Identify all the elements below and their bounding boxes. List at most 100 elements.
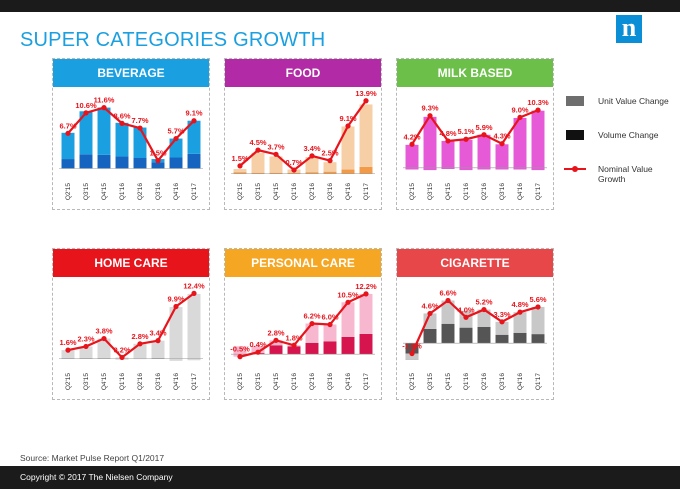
unit-value-bar bbox=[187, 293, 201, 361]
x-tick-label: Q1'17 bbox=[535, 373, 542, 391]
unit-value-bar bbox=[495, 321, 509, 335]
x-tick-label: Q1'16 bbox=[463, 373, 470, 391]
growth-point bbox=[173, 303, 179, 310]
data-label: 2.8% bbox=[131, 332, 148, 341]
data-label: 3.3% bbox=[493, 310, 510, 319]
growth-point bbox=[517, 114, 523, 120]
unit-value-bar bbox=[97, 107, 111, 155]
data-label: 9.9% bbox=[167, 295, 184, 304]
x-tick-label: Q1'17 bbox=[191, 373, 198, 391]
data-label: 12.2% bbox=[355, 282, 377, 291]
growth-point bbox=[327, 158, 333, 164]
source-note: Source: Market Pulse Report Q1/2017 bbox=[20, 453, 165, 463]
legend-label: Nominal Value Growth bbox=[598, 164, 653, 184]
data-label: 4.2% bbox=[403, 132, 420, 141]
volume-bar bbox=[133, 158, 147, 169]
unit-value-bar bbox=[423, 313, 437, 329]
unit-value-bar bbox=[423, 116, 437, 171]
x-tick-label: Q2'15 bbox=[65, 373, 72, 391]
growth-point bbox=[309, 320, 315, 327]
unit-value-bar bbox=[251, 152, 265, 173]
unit-value-bar bbox=[477, 309, 491, 327]
data-label: 7.7% bbox=[131, 116, 148, 125]
growth-point bbox=[65, 347, 71, 353]
x-tick-label: Q3'16 bbox=[155, 183, 162, 201]
volume-bar bbox=[323, 341, 337, 355]
volume-bar bbox=[187, 153, 201, 169]
growth-point bbox=[363, 98, 369, 104]
x-tick-label: Q4'15 bbox=[101, 183, 108, 201]
growth-point bbox=[309, 153, 315, 159]
unit-value-bar bbox=[513, 312, 527, 333]
volume-bar bbox=[269, 345, 283, 355]
x-tick-label: Q1'16 bbox=[291, 373, 298, 391]
chart-title: PERSONAL CARE bbox=[225, 249, 381, 277]
data-label: 11.6% bbox=[94, 96, 115, 105]
chart-title: FOOD bbox=[225, 59, 381, 87]
unit-value-bar bbox=[405, 144, 419, 170]
data-label: 5.1% bbox=[457, 127, 474, 136]
volume-bar bbox=[97, 154, 111, 169]
unit-value-bar bbox=[359, 293, 373, 334]
data-label: 3.7% bbox=[267, 142, 284, 151]
x-tick-label: Q3'16 bbox=[499, 373, 506, 391]
data-label: 0.7% bbox=[285, 158, 302, 167]
volume-bar bbox=[359, 333, 373, 355]
data-label: 0.2% bbox=[113, 345, 130, 354]
unit-value-bar bbox=[305, 323, 319, 343]
x-tick-label: Q4'15 bbox=[445, 373, 452, 391]
data-label: 6.7% bbox=[59, 121, 76, 130]
data-label: 9.1% bbox=[185, 109, 202, 118]
page-title: SUPER CATEGORIES GROWTH bbox=[20, 29, 326, 51]
unit-value-bar bbox=[513, 117, 527, 170]
chart-title: BEVERAGE bbox=[53, 59, 209, 87]
chart-panel-home-care: HOME CARE Q2'15 Q3'15 Q4'15 Q1'16 Q2'16 Q3'16… bbox=[52, 248, 210, 400]
nominal-growth-line bbox=[67, 106, 195, 163]
chart-svg: Q2'15 Q3'15 Q4'15 Q1'16 Q2'16 Q3'16 Q4'16 Q1'17… bbox=[402, 289, 547, 391]
data-label: -0.5% bbox=[230, 345, 250, 354]
x-tick-label: Q2'16 bbox=[309, 183, 316, 201]
unit-value-bar bbox=[495, 144, 509, 170]
data-label: 3.4% bbox=[149, 329, 166, 338]
growth-point bbox=[237, 354, 243, 360]
growth-point bbox=[291, 167, 297, 173]
chart-title: HOME CARE bbox=[53, 249, 209, 277]
x-tick-label: Q4'16 bbox=[173, 373, 180, 391]
x-tick-label: Q4'15 bbox=[273, 373, 280, 391]
chart-title: CIGARETTE bbox=[397, 249, 553, 277]
data-label: 4.6% bbox=[421, 301, 438, 310]
x-tick-label: Q2'16 bbox=[137, 183, 144, 201]
x-tick-label: Q4'16 bbox=[173, 183, 180, 201]
x-tick-label: Q2'16 bbox=[309, 373, 316, 391]
unit-value-bar bbox=[341, 126, 355, 170]
nominal-growth-line bbox=[67, 292, 195, 359]
x-tick-label: Q1'16 bbox=[463, 183, 470, 201]
growth-point bbox=[499, 141, 505, 147]
volume-bar bbox=[441, 323, 455, 344]
volume-bar bbox=[61, 159, 75, 169]
volume-bar bbox=[459, 327, 473, 344]
data-label: 4.5% bbox=[249, 138, 266, 147]
growth-point bbox=[345, 123, 351, 129]
volume-bar bbox=[341, 336, 355, 355]
data-label: 5.7% bbox=[167, 127, 184, 136]
growth-point bbox=[255, 349, 261, 355]
volume-bar bbox=[323, 171, 337, 174]
data-label: 8.6% bbox=[113, 111, 130, 120]
unit-value-bar bbox=[341, 302, 355, 337]
growth-point bbox=[255, 147, 261, 153]
data-label: 6.0% bbox=[321, 313, 338, 322]
x-tick-label: Q1'16 bbox=[291, 183, 298, 201]
x-tick-label: Q3'15 bbox=[255, 183, 262, 201]
chart-svg: Q2'15 Q3'15 Q4'15 Q1'16 Q2'16 Q3'16 Q4'16 Q1'17… bbox=[403, 98, 549, 201]
growth-point bbox=[119, 120, 125, 126]
growth-point bbox=[463, 314, 469, 320]
x-tick-label: Q3'16 bbox=[327, 183, 334, 201]
x-tick-label: Q1'17 bbox=[363, 373, 370, 391]
unit-value-bar bbox=[61, 350, 75, 358]
x-tick-label: Q3'16 bbox=[155, 373, 162, 391]
growth-point bbox=[481, 306, 487, 313]
x-tick-label: Q2'16 bbox=[481, 183, 488, 201]
chart-panel-milk-based: MILK BASED Q2'15 Q3'15 Q4'15 Q1'16 Q2'16 Q3'1… bbox=[396, 58, 554, 210]
data-label: 1.8% bbox=[285, 333, 302, 342]
